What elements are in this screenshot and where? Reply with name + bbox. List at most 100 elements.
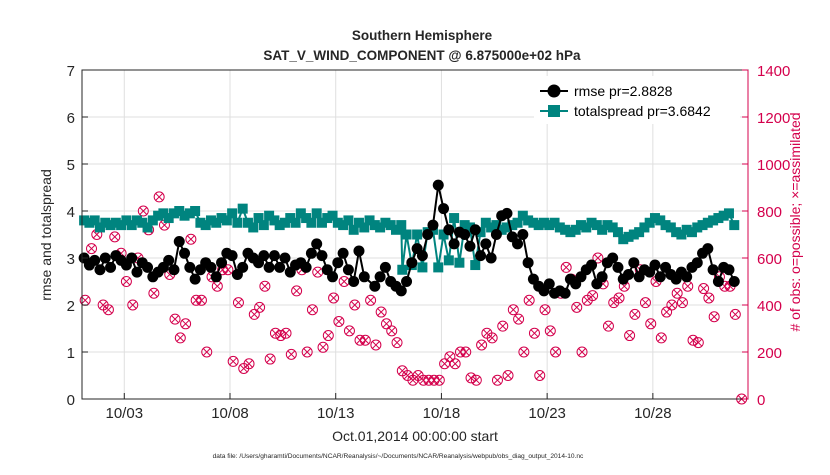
- totalspread-point: [623, 231, 634, 242]
- obs-possible-point: [571, 301, 583, 313]
- rmse-point: [369, 280, 381, 292]
- obs-assimilated-point: [149, 289, 158, 298]
- totalspread-point: [560, 224, 571, 235]
- y-tick-label-right: 600: [757, 251, 782, 268]
- rmse-point: [522, 257, 534, 269]
- obs-possible-point: [544, 325, 556, 337]
- rmse-point: [131, 266, 143, 278]
- obs-assimilated-point: [87, 244, 96, 253]
- obs-assimilated-point: [472, 376, 481, 385]
- totalspread-point: [665, 222, 676, 233]
- obs-assimilated-point: [673, 289, 682, 298]
- rmse-point: [586, 259, 598, 271]
- totalspread-point: [644, 217, 655, 228]
- totalspread-point: [602, 220, 613, 231]
- obs-assimilated-point: [704, 293, 713, 302]
- obs-possible-point: [534, 370, 546, 381]
- obs-assimilated-point: [81, 296, 90, 305]
- totalspread-point: [538, 217, 549, 228]
- totalspread-point: [285, 213, 296, 224]
- totalspread-point: [242, 217, 253, 228]
- obs-assimilated-point: [234, 298, 243, 307]
- obs-assimilated-point: [313, 268, 322, 277]
- totalspread-point: [343, 215, 354, 226]
- totalspread-point: [528, 217, 539, 228]
- rmse-point: [226, 250, 238, 262]
- obs-assimilated-point: [250, 310, 259, 319]
- y-axis-label-left: rmse and totalspread: [38, 169, 54, 301]
- obs-assimilated-point: [345, 326, 354, 335]
- totalspread-point: [227, 208, 238, 219]
- totalspread-point: [216, 213, 227, 224]
- obs-possible-point: [513, 313, 525, 325]
- y-tick-label-right: 200: [757, 345, 782, 362]
- totalspread-point: [433, 262, 444, 273]
- obs-possible-point: [671, 287, 683, 299]
- obs-assimilated-point: [213, 282, 222, 291]
- rmse-point: [210, 271, 222, 283]
- obs-assimilated-point: [710, 312, 719, 321]
- obs-possible-point: [269, 327, 281, 339]
- obs-assimilated-point: [171, 315, 179, 324]
- totalspread-point: [491, 220, 502, 231]
- rmse-point: [691, 257, 703, 269]
- obs-assimilated-point: [282, 329, 290, 338]
- obs-possible-point: [439, 358, 451, 370]
- obs-possible-point: [306, 304, 318, 316]
- obs-possible-point: [370, 339, 382, 351]
- rmse-point: [438, 203, 450, 215]
- obs-assimilated-point: [303, 348, 312, 356]
- obs-possible-point: [507, 304, 519, 316]
- obs-possible-point: [687, 334, 699, 346]
- obs-assimilated-point: [435, 376, 444, 385]
- totalspread-point: [232, 217, 243, 228]
- obs-assimilated-point: [509, 305, 518, 314]
- obs-possible-point: [254, 301, 266, 313]
- obs-assimilated-point: [329, 293, 338, 302]
- totalspread-point: [369, 220, 380, 231]
- rmse-point: [99, 252, 111, 264]
- obs-assimilated-point: [572, 303, 581, 312]
- obs-possible-point: [301, 346, 313, 358]
- obs-possible-point: [148, 287, 160, 299]
- totalspread-point: [496, 224, 507, 235]
- totalspread-point: [697, 220, 708, 231]
- totalspread-point: [190, 206, 201, 216]
- obs-possible-point: [476, 339, 488, 351]
- obs-assimilated-point: [377, 308, 386, 317]
- rmse-point: [332, 257, 344, 269]
- rmse-point: [543, 278, 555, 290]
- rmse-point: [448, 238, 460, 250]
- obs-assimilated-point: [334, 317, 343, 326]
- obs-possible-point: [243, 358, 255, 370]
- rmse-point: [501, 207, 513, 219]
- obs-possible-point: [264, 353, 276, 365]
- totalspread-point: [301, 213, 312, 224]
- obs-possible-point: [518, 346, 530, 358]
- y-tick-label-right: 1200: [757, 110, 790, 127]
- totalspread-point: [200, 220, 211, 231]
- obs-assimilated-point: [646, 319, 655, 328]
- x-axis-label: Oct.01,2014 00:00:00 start: [332, 428, 498, 444]
- totalspread-point: [353, 217, 364, 228]
- y-tick-label-right: 1000: [757, 157, 790, 174]
- rmse-point: [237, 261, 249, 273]
- obs-possible-point: [86, 243, 98, 255]
- rmse-point: [316, 250, 328, 262]
- obs-assimilated-point: [104, 305, 113, 314]
- totalspread-point: [702, 217, 713, 228]
- chart-subtitle: SAT_V_WIND_COMPONENT @ 6.875000e+02 hPa: [263, 48, 581, 63]
- totalspread-point: [126, 220, 137, 231]
- totalspread-point: [718, 210, 729, 221]
- obs-assimilated-point: [641, 298, 650, 307]
- obs-possible-point: [708, 311, 720, 323]
- legend-totalspread-label: totalspread pr=3.6842: [574, 103, 711, 119]
- obs-assimilated-point: [371, 340, 380, 349]
- obs-possible-point: [391, 337, 403, 349]
- obs-assimilated-point: [578, 348, 586, 356]
- legend-totalspread-marker: [548, 105, 560, 117]
- obs-assimilated-point: [588, 291, 597, 300]
- obs-possible-point: [109, 231, 121, 243]
- obs-assimilated-point: [551, 348, 560, 356]
- totalspread-point: [147, 215, 158, 226]
